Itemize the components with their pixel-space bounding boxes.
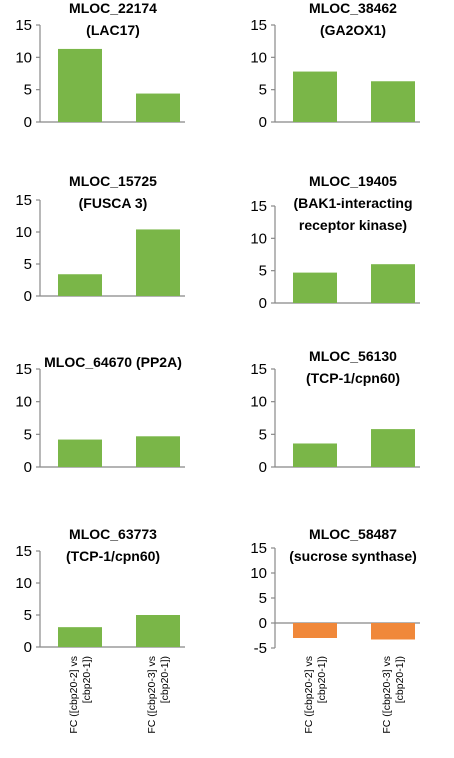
x-category-label-line: FC ([cbp20-3] vs bbox=[146, 656, 158, 734]
y-tick-label: 10 bbox=[15, 224, 32, 241]
y-tick-label: 15 bbox=[250, 198, 267, 215]
y-tick-label: 10 bbox=[15, 575, 32, 592]
bar bbox=[371, 264, 415, 303]
chart-panel: MLOC_38462 (GA2OX1) 0 5 10 15 bbox=[250, 0, 420, 131]
x-category-label-line: FC ([cbp20-2] vs bbox=[303, 656, 315, 734]
chart-title-line: MLOC_58487 bbox=[309, 526, 397, 542]
y-tick-label: 5 bbox=[24, 82, 32, 99]
x-category-label-line: [cbp20-1]) bbox=[81, 656, 93, 703]
chart-title-line: (TCP-1/cpn60) bbox=[66, 548, 160, 564]
x-category-label-line: FC ([cbp20-3] vs bbox=[381, 656, 393, 734]
chart-title-line: (BAK1-interacting bbox=[293, 195, 412, 211]
chart-panel: MLOC_64670 (PP2A) 0 5 10 15 bbox=[15, 354, 185, 476]
y-tick-label: -5 bbox=[254, 640, 267, 657]
chart-title-line: MLOC_64670 (PP2A) bbox=[44, 354, 182, 370]
bar bbox=[136, 436, 180, 467]
y-tick-label: 15 bbox=[15, 192, 32, 209]
chart-title-line: (sucrose synthase) bbox=[289, 548, 417, 564]
y-tick-label: 5 bbox=[24, 426, 32, 443]
chart-title-line: receptor kinase) bbox=[299, 217, 407, 233]
y-tick-label: 5 bbox=[24, 256, 32, 273]
y-tick-label: 0 bbox=[24, 639, 32, 656]
chart-title-line: (GA2OX1) bbox=[320, 22, 386, 38]
y-tick-label: 10 bbox=[15, 394, 32, 411]
bar bbox=[371, 623, 415, 640]
chart-panel: MLOC_58487 (sucrose synthase) -5 0 5 10 15 bbox=[250, 526, 420, 657]
chart-title-line: MLOC_15725 bbox=[69, 173, 157, 189]
chart-title-line: MLOC_63773 bbox=[69, 526, 157, 542]
y-tick-label: 5 bbox=[259, 590, 267, 607]
chart-panel: MLOC_63773 (TCP-1/cpn60) 0 5 10 15 bbox=[15, 526, 185, 656]
y-tick-label: 15 bbox=[15, 17, 32, 34]
bar bbox=[58, 274, 102, 296]
bar bbox=[371, 81, 415, 122]
bar bbox=[136, 93, 180, 122]
y-tick-label: 10 bbox=[15, 49, 32, 66]
chart-panel: MLOC_56130 (TCP-1/cpn60) 0 5 10 15 bbox=[250, 348, 420, 476]
bar bbox=[293, 272, 337, 303]
x-category-label: FC ([cbp20-2] vs [cbp20-1]) bbox=[303, 656, 328, 734]
y-tick-label: 0 bbox=[259, 114, 267, 131]
y-tick-label: 10 bbox=[250, 565, 267, 582]
chart-title-line: MLOC_19405 bbox=[309, 173, 397, 189]
y-tick-label: 15 bbox=[250, 17, 267, 34]
x-category-label: FC ([cbp20-3] vs [cbp20-1]) bbox=[381, 656, 406, 734]
x-category-label: FC ([cbp20-3] vs [cbp20-1]) bbox=[146, 656, 171, 734]
chart-title-line: (FUSCA 3) bbox=[79, 195, 148, 211]
bar bbox=[58, 48, 102, 122]
bar bbox=[136, 615, 180, 647]
y-tick-label: 5 bbox=[259, 263, 267, 280]
x-category-label: FC ([cbp20-2] vs [cbp20-1]) bbox=[68, 656, 93, 734]
y-tick-label: 0 bbox=[24, 288, 32, 305]
chart-panel: MLOC_22174 (LAC17) 0 5 10 15 bbox=[15, 0, 185, 131]
y-tick-label: 0 bbox=[259, 295, 267, 312]
y-tick-label: 5 bbox=[259, 82, 267, 99]
y-tick-label: 0 bbox=[259, 459, 267, 476]
y-tick-label: 15 bbox=[15, 543, 32, 560]
y-tick-label: 10 bbox=[250, 394, 267, 411]
x-category-label-line: FC ([cbp20-2] vs bbox=[68, 656, 80, 734]
bar bbox=[58, 439, 102, 467]
chart-title-line: MLOC_22174 bbox=[69, 0, 157, 16]
bar bbox=[371, 429, 415, 467]
y-tick-label: 15 bbox=[250, 540, 267, 557]
y-tick-label: 0 bbox=[259, 615, 267, 632]
y-tick-label: 0 bbox=[24, 114, 32, 131]
y-tick-label: 5 bbox=[259, 426, 267, 443]
bar bbox=[293, 71, 337, 122]
y-tick-label: 10 bbox=[250, 49, 267, 66]
x-category-label-line: [cbp20-1]) bbox=[316, 656, 328, 703]
y-tick-label: 5 bbox=[24, 607, 32, 624]
y-tick-label: 15 bbox=[15, 361, 32, 378]
bar bbox=[58, 627, 102, 647]
y-tick-label: 10 bbox=[250, 230, 267, 247]
x-category-label-line: [cbp20-1]) bbox=[159, 656, 171, 703]
y-tick-label: 15 bbox=[250, 361, 267, 378]
chart-panel: MLOC_19405 (BAK1-interacting receptor kina… bbox=[250, 173, 420, 312]
chart-title-line: (TCP-1/cpn60) bbox=[306, 370, 400, 386]
chart-title-line: MLOC_56130 bbox=[309, 348, 397, 364]
bar bbox=[293, 443, 337, 467]
chart-panel: MLOC_15725 (FUSCA 3) 0 5 10 15 bbox=[15, 173, 185, 305]
chart-title-line: MLOC_38462 bbox=[309, 0, 397, 16]
bar bbox=[136, 229, 180, 296]
y-tick-label: 0 bbox=[24, 459, 32, 476]
bar bbox=[293, 623, 337, 638]
chart-title-line: (LAC17) bbox=[86, 22, 140, 38]
x-category-label-line: [cbp20-1]) bbox=[394, 656, 406, 703]
